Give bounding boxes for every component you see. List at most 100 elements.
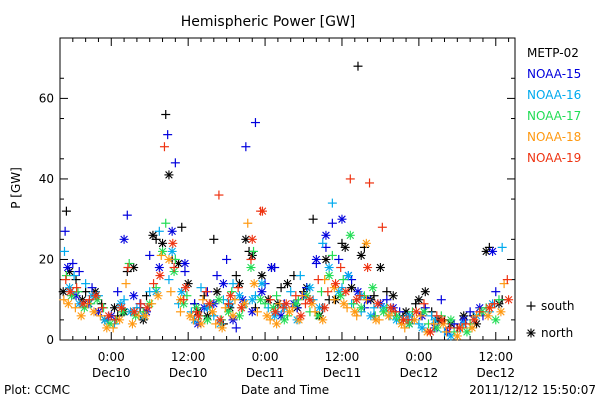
noaa-17-north-point bbox=[345, 230, 355, 240]
noaa-15-south-point bbox=[163, 130, 173, 140]
noaa-18-south-point bbox=[175, 307, 185, 317]
metp-02-north-point bbox=[257, 271, 267, 281]
noaa-19-south-point bbox=[377, 222, 387, 232]
noaa-17-north-point bbox=[491, 315, 501, 325]
noaa-15-south-point bbox=[87, 283, 97, 293]
legend-marker-label: south bbox=[541, 299, 575, 313]
noaa-19-south-point bbox=[323, 287, 333, 297]
noaa-16-north-point bbox=[257, 279, 267, 289]
noaa-15-north-point bbox=[257, 287, 267, 297]
noaa-18-north-point bbox=[452, 331, 462, 341]
noaa-18-south-point bbox=[95, 311, 105, 321]
noaa-19-south-point bbox=[445, 323, 455, 333]
noaa-19-south-point bbox=[169, 263, 179, 273]
noaa-17-north-point bbox=[391, 311, 401, 321]
noaa-19-south-point bbox=[110, 315, 120, 325]
x-tick-label-time: 0:00 bbox=[405, 350, 432, 364]
noaa-19-south-point bbox=[502, 275, 512, 285]
noaa-15-south-point bbox=[60, 226, 70, 236]
noaa-15-north-point bbox=[337, 214, 347, 224]
noaa-19-north-point bbox=[504, 295, 514, 305]
noaa-19-south-point bbox=[224, 299, 234, 309]
noaa-19-south-point bbox=[214, 190, 224, 200]
noaa-17-north-point bbox=[446, 315, 456, 325]
legend-entry-metp-02: METP-02 bbox=[527, 46, 579, 60]
metp-02-north-point bbox=[414, 295, 424, 305]
y-tick-label: 0 bbox=[46, 333, 54, 347]
noaa-18-north-point bbox=[217, 323, 227, 333]
noaa-18-south-point bbox=[310, 307, 320, 317]
metp-02-south-point bbox=[81, 287, 91, 297]
metp-02-north-point bbox=[283, 279, 292, 289]
metp-02-north-point bbox=[148, 230, 158, 240]
noaa-18-south-point bbox=[429, 319, 439, 329]
metp-02-south-point bbox=[382, 287, 392, 297]
noaa-17-north-point bbox=[356, 303, 366, 313]
noaa-19-south-point bbox=[84, 295, 94, 305]
metp-02-south-point bbox=[209, 234, 219, 244]
noaa-15-north-point bbox=[218, 279, 228, 289]
noaa-16-south-point bbox=[59, 246, 69, 256]
noaa-18-south-point bbox=[211, 319, 221, 329]
noaa-18-north-point bbox=[361, 238, 371, 248]
noaa-19-south-point bbox=[123, 263, 133, 273]
noaa-18-north-point bbox=[483, 311, 493, 321]
noaa-19-north-point bbox=[225, 291, 235, 301]
noaa-17-north-point bbox=[379, 307, 389, 317]
noaa-15-north-point bbox=[311, 254, 321, 264]
x-tick-label-date: Dec10 bbox=[169, 366, 208, 380]
noaa-16-north-point bbox=[446, 331, 456, 341]
noaa-19-north-point bbox=[215, 315, 225, 325]
noaa-18-south-point bbox=[230, 295, 240, 305]
noaa-19-north-point bbox=[142, 303, 152, 313]
noaa-15-south-point bbox=[436, 295, 446, 305]
noaa-18-south-point bbox=[329, 295, 339, 305]
noaa-19-north-point bbox=[204, 299, 214, 309]
noaa-19-south-point bbox=[475, 307, 485, 317]
noaa-19-north-point bbox=[454, 323, 464, 333]
noaa-15-south-point bbox=[122, 210, 132, 220]
legend-star-symbol bbox=[526, 328, 536, 338]
legend-entry-noaa-19: NOAA-19 bbox=[527, 151, 581, 165]
noaa-19-north-point bbox=[363, 263, 373, 273]
noaa-19-north-point bbox=[373, 299, 383, 309]
noaa-15-north-point bbox=[119, 234, 129, 244]
noaa-19-south-point bbox=[365, 178, 375, 188]
noaa-16-south-point bbox=[318, 238, 328, 248]
x-tick-label-time: 12:00 bbox=[171, 350, 206, 364]
metp-02-south-point bbox=[231, 271, 241, 281]
noaa-17-south-point bbox=[260, 299, 270, 309]
noaa-19-south-point bbox=[345, 174, 355, 184]
noaa-17-north-point bbox=[324, 271, 334, 281]
noaa-17-north-point bbox=[256, 295, 266, 305]
legend-entry-noaa-17: NOAA-17 bbox=[527, 109, 581, 123]
noaa-15-south-point bbox=[491, 287, 501, 297]
noaa-19-north-point bbox=[91, 291, 101, 301]
noaa-17-south-point bbox=[272, 291, 282, 301]
noaa-19-north-point bbox=[117, 303, 127, 313]
noaa-15-south-point bbox=[241, 142, 251, 152]
noaa-17-south-point bbox=[338, 275, 348, 285]
noaa-18-north-point bbox=[185, 311, 195, 321]
noaa-15-south-point bbox=[180, 267, 190, 277]
noaa-17-north-point bbox=[404, 319, 414, 329]
x-tick-label-time: 0:00 bbox=[252, 350, 279, 364]
noaa-19-south-point bbox=[61, 275, 71, 285]
legend-marker-south: south bbox=[526, 299, 575, 313]
noaa-15-south-point bbox=[170, 158, 180, 168]
noaa-15-south-point bbox=[250, 118, 260, 128]
noaa-19-south-point bbox=[432, 311, 442, 321]
noaa-19-north-point bbox=[425, 327, 435, 337]
noaa-19-south-point bbox=[192, 307, 201, 317]
legend-plus-symbol bbox=[526, 301, 536, 311]
noaa-17-south-point bbox=[61, 271, 71, 281]
noaa-16-south-point bbox=[327, 198, 337, 208]
noaa-16-south-point bbox=[81, 279, 91, 289]
noaa-15-south-point bbox=[145, 250, 155, 260]
noaa-19-south-point bbox=[390, 307, 400, 317]
noaa-18-south-point bbox=[147, 299, 157, 309]
noaa-17-south-point bbox=[249, 246, 259, 256]
noaa-18-north-point bbox=[249, 279, 259, 289]
legend-entry-noaa-15: NOAA-15 bbox=[527, 67, 581, 81]
